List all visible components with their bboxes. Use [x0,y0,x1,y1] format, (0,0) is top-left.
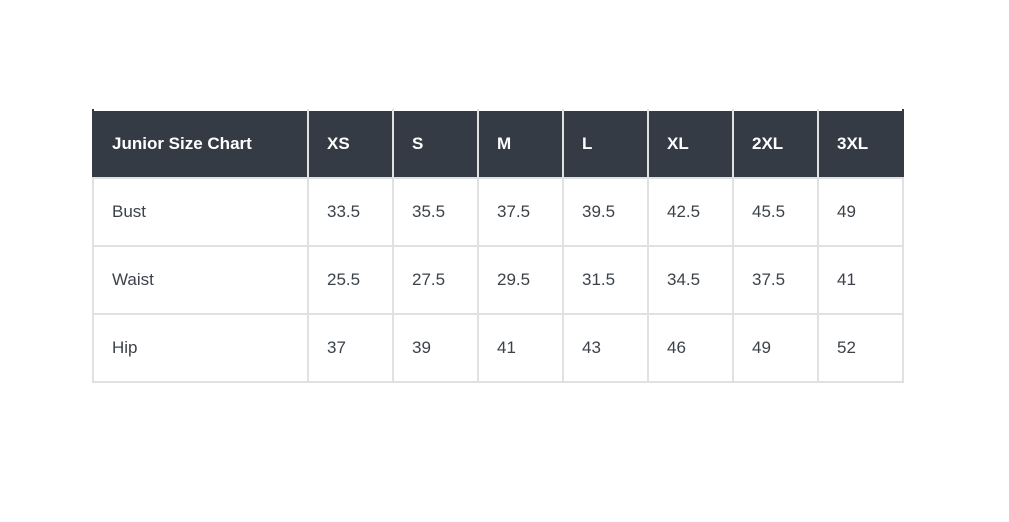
measurement-cell: 31.5 [562,245,649,315]
measurement-cell: 27.5 [392,245,479,315]
size-header-xl: XL [647,110,734,179]
measurement-cell: 25.5 [307,245,394,315]
measurement-cell: 49 [817,177,904,247]
row-label-hip: Hip [92,313,309,383]
measurement-cell: 42.5 [647,177,734,247]
measurement-cell: 34.5 [647,245,734,315]
measurement-cell: 46 [647,313,734,383]
measurement-cell: 37.5 [477,177,564,247]
size-chart-table: Junior Size Chart XS S M L XL 2XL 3XL Bu… [92,109,904,383]
row-label-bust: Bust [92,177,309,247]
size-header-l: L [562,110,649,179]
measurement-cell: 41 [477,313,564,383]
measurement-cell: 49 [732,313,819,383]
measurement-cell: 52 [817,313,904,383]
measurement-cell: 45.5 [732,177,819,247]
table-row-waist: Waist 25.5 27.5 29.5 31.5 34.5 37.5 41 [92,245,904,315]
measurement-cell: 39.5 [562,177,649,247]
table-row-bust: Bust 33.5 35.5 37.5 39.5 42.5 45.5 49 [92,177,904,247]
size-header-2xl: 2XL [732,110,819,179]
measurement-cell: 29.5 [477,245,564,315]
measurement-cell: 37 [307,313,394,383]
row-label-waist: Waist [92,245,309,315]
header-row: Junior Size Chart XS S M L XL 2XL 3XL [92,110,904,179]
measurement-cell: 41 [817,245,904,315]
measurement-cell: 33.5 [307,177,394,247]
junior-size-chart: Junior Size Chart XS S M L XL 2XL 3XL Bu… [92,109,904,383]
size-header-3xl: 3XL [817,110,904,179]
table-row-hip: Hip 37 39 41 43 46 49 52 [92,313,904,383]
measurement-cell: 37.5 [732,245,819,315]
size-header-s: S [392,110,479,179]
measurement-cell: 39 [392,313,479,383]
measurement-cell: 43 [562,313,649,383]
measurement-cell: 35.5 [392,177,479,247]
size-chart-title: Junior Size Chart [92,110,309,179]
size-header-m: M [477,110,564,179]
size-header-xs: XS [307,110,394,179]
